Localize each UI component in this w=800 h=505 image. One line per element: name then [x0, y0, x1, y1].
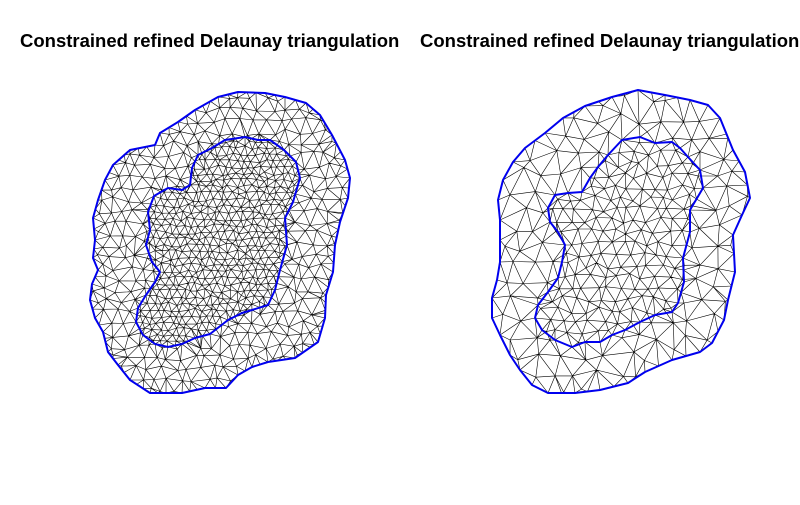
- triangle-mesh: [491, 89, 751, 394]
- inner-boundary: [135, 136, 301, 348]
- right-panel-title: Constrained refined Delaunay triangulati…: [420, 30, 800, 51]
- outer-boundary: [89, 91, 351, 394]
- inner-boundary: [534, 136, 704, 348]
- left-panel-title: Constrained refined Delaunay triangulati…: [20, 30, 400, 51]
- outer-boundary: [491, 89, 751, 394]
- left-mesh-diagram: [89, 91, 351, 394]
- left-panel: Constrained refined Delaunay triangulati…: [20, 30, 400, 394]
- right-panel: Constrained refined Delaunay triangulati…: [400, 0, 800, 505]
- right-mesh-diagram: [491, 89, 751, 394]
